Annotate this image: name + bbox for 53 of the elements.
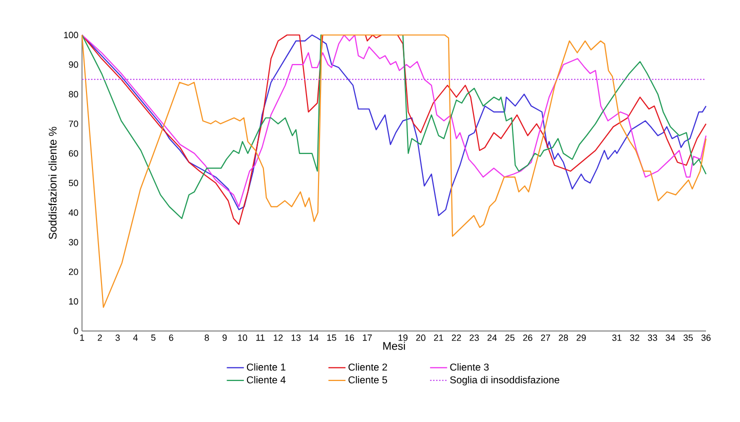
line-series [81, 34, 707, 308]
x-tick-label: 27 [540, 334, 550, 341]
x-tick-label: 20 [416, 334, 426, 341]
x-tick-label: 29 [576, 334, 586, 341]
x-tick-label: 12 [274, 334, 283, 341]
x-tick-label: 26 [523, 334, 532, 341]
x-tick-label: 2 [98, 334, 102, 341]
x-tick-label: 14 [309, 334, 319, 341]
y-tick-label: 10 [69, 298, 78, 305]
x-tick-label: 6 [169, 334, 174, 341]
x-tick-label: 19 [398, 334, 408, 341]
legend-label: Cliente 3 [450, 363, 489, 371]
y-tick-label: 40 [68, 209, 78, 216]
y-tick-label: 50 [68, 180, 78, 186]
x-tick-label: 35 [684, 334, 693, 341]
y-tick-label: 0 [74, 328, 78, 334]
x-tick-label: 15 [327, 334, 336, 341]
x-tick-label: 24 [488, 334, 497, 341]
x-tick-label: 8 [204, 334, 209, 341]
x-tick-label: 22 [452, 334, 461, 341]
x-tick-label: 25 [505, 334, 515, 341]
y-tick-label: 80 [68, 91, 78, 98]
legend-label: Soglia di insoddisfazione [450, 376, 560, 386]
x-tick-label: 36 [701, 334, 711, 341]
y-tick-label: 60 [68, 150, 78, 157]
x-tick-label: 17 [362, 334, 372, 341]
x-axis-title: Mesi [383, 342, 405, 350]
y-tick-label: 100 [64, 32, 78, 38]
legend-label: Cliente 5 [348, 376, 388, 384]
x-tick-label: 32 [630, 334, 640, 341]
x-tick-label: 11 [256, 334, 265, 341]
x-tick-label: 28 [558, 334, 568, 341]
x-tick-label: 31 [612, 334, 622, 341]
x-tick-label: 10 [238, 334, 248, 341]
x-tick-label: 16 [345, 334, 354, 341]
x-tick-label: 9 [222, 334, 227, 341]
x-tick-label: 5 [151, 334, 156, 341]
y-tick-label: 90 [68, 61, 78, 68]
y-tick-label: 70 [68, 120, 78, 127]
x-tick-label: 33 [648, 334, 658, 341]
x-tick-label: 4 [133, 334, 138, 341]
legend-label: Cliente 4 [246, 376, 286, 384]
legend-label: Cliente 2 [348, 363, 388, 371]
y-tick-label: 30 [68, 239, 78, 246]
x-tick-label: 1 [80, 334, 84, 341]
x-tick-label: 23 [470, 334, 479, 341]
x-tick-label: 3 [116, 334, 120, 341]
y-tick-label: 20 [68, 268, 78, 275]
x-tick-label: 34 [666, 334, 676, 341]
x-tick-label: 21 [434, 334, 444, 341]
x-tick-label: 13 [292, 334, 301, 341]
y-axis-title: Soddisfazioni cliente % [48, 126, 57, 240]
legend-label: Cliente 1 [246, 363, 286, 371]
